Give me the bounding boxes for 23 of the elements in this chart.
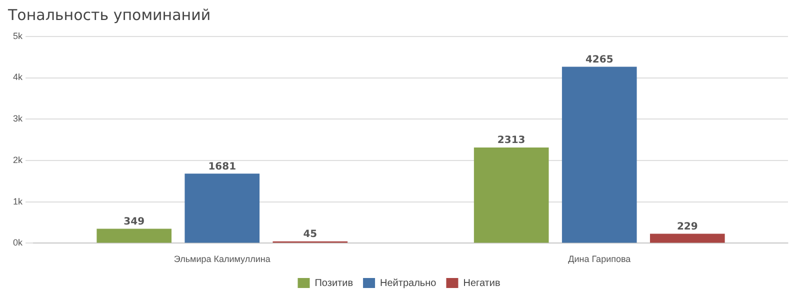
y-tick-label: 0k (12, 238, 23, 248)
data-label: 229 (676, 221, 698, 232)
data-label: 1681 (208, 161, 236, 172)
bar (184, 174, 260, 243)
legend-label: Позитив (314, 278, 354, 289)
data-label: 45 (303, 228, 318, 240)
data-label: 2313 (497, 135, 526, 146)
x-tick-label: Дина Гарипова (568, 254, 631, 264)
y-tick-label: 4k (12, 72, 23, 82)
bar (96, 228, 172, 243)
y-tick-label: 3k (12, 114, 23, 124)
bar (562, 66, 637, 243)
chart-title: Тональность упоминаний (8, 6, 211, 24)
y-tick-label: 5k (12, 30, 23, 41)
bar (474, 148, 549, 243)
legend-label: Нейтрально (380, 278, 437, 289)
legend-label: Негатив (463, 278, 500, 289)
y-tick-label: 2k (12, 154, 23, 165)
y-tick-label: 1k (12, 196, 23, 206)
bar (650, 234, 725, 243)
data-label: 4265 (585, 54, 614, 66)
data-label: 349 (124, 216, 145, 228)
x-tick-label: Эльмира Калимуллина (174, 254, 270, 264)
